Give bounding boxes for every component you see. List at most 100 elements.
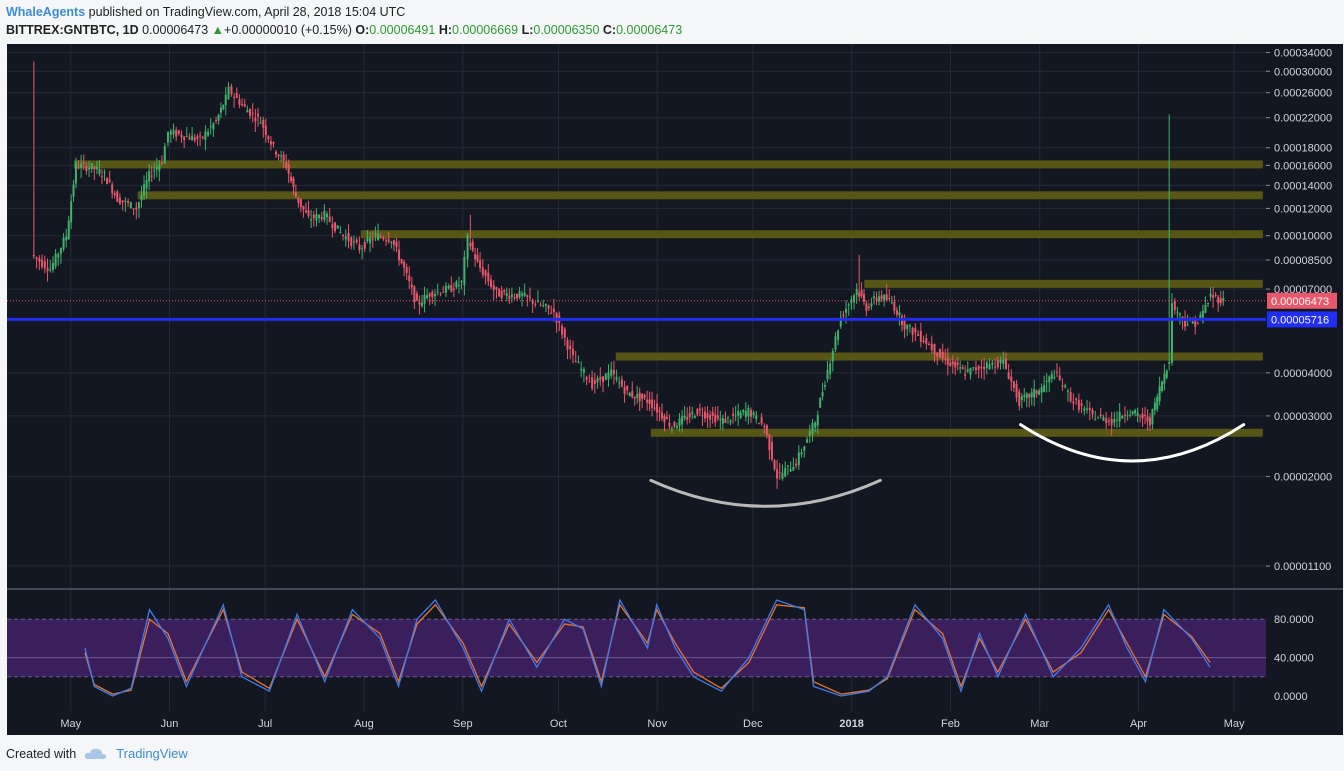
candle-body bbox=[460, 281, 463, 283]
candle-body bbox=[773, 460, 776, 470]
candle-body bbox=[1184, 317, 1187, 327]
candle-body bbox=[254, 117, 257, 122]
candle-body bbox=[145, 179, 148, 189]
candle-body bbox=[1088, 407, 1091, 411]
tradingview-link[interactable]: TradingView bbox=[116, 746, 188, 761]
candle-body bbox=[328, 216, 331, 222]
price-tick-label: 0.00002000 bbox=[1274, 472, 1332, 484]
candle-body bbox=[816, 415, 819, 426]
month-label: Oct bbox=[550, 718, 567, 730]
candle-body bbox=[1061, 385, 1064, 387]
price-tick-label: 0.00030000 bbox=[1274, 66, 1332, 78]
candle-body bbox=[392, 240, 395, 245]
candle-body bbox=[999, 360, 1002, 364]
candle-body bbox=[633, 396, 636, 399]
candle-body bbox=[729, 420, 732, 423]
candle-body bbox=[476, 254, 479, 262]
candle-body bbox=[65, 236, 68, 241]
candle-body bbox=[1107, 420, 1110, 422]
time-axis-background bbox=[7, 711, 1343, 735]
candle-body bbox=[93, 166, 96, 170]
candle-body bbox=[269, 141, 272, 145]
candle-body bbox=[1209, 293, 1212, 297]
candle-body bbox=[387, 239, 390, 242]
candle-body bbox=[778, 472, 781, 474]
candle-body bbox=[287, 164, 290, 174]
candle-body bbox=[423, 294, 426, 304]
candle-body bbox=[607, 372, 610, 380]
candle-body bbox=[1217, 296, 1220, 304]
candle-body bbox=[1204, 304, 1207, 313]
candle-body bbox=[185, 135, 188, 137]
candle-body bbox=[490, 279, 493, 288]
price-chart[interactable]: 0.00034000 0.00030000 0.00026000 0.00022000… bbox=[0, 40, 1344, 736]
candle-body bbox=[155, 166, 158, 170]
candle-body bbox=[521, 293, 524, 296]
candle-body bbox=[870, 303, 873, 307]
candle-body bbox=[760, 416, 763, 424]
candle-body bbox=[623, 386, 626, 394]
stoch-tick-label: 80.0000 bbox=[1274, 614, 1314, 626]
candle-body bbox=[814, 422, 817, 428]
candle-body bbox=[290, 176, 293, 181]
candle-body bbox=[121, 200, 124, 203]
candle-body bbox=[834, 336, 837, 350]
candle-body bbox=[1077, 399, 1080, 410]
candle-body bbox=[1069, 392, 1072, 402]
candle-body bbox=[593, 380, 596, 385]
candle-body bbox=[928, 343, 931, 346]
candle-body bbox=[135, 207, 138, 210]
candle-body bbox=[500, 291, 503, 299]
candle-body bbox=[415, 293, 418, 301]
candle-body bbox=[862, 293, 865, 302]
low-label: L: bbox=[521, 23, 534, 37]
candle-body bbox=[82, 162, 85, 164]
support-resistance-zone bbox=[137, 191, 1263, 200]
candle-body bbox=[536, 300, 539, 303]
candle-body bbox=[853, 295, 856, 303]
candle-body bbox=[1091, 409, 1094, 415]
candle-body bbox=[106, 178, 109, 184]
candle-body bbox=[72, 184, 75, 197]
candle-body bbox=[227, 86, 230, 100]
candle-body bbox=[299, 198, 302, 207]
candle-body bbox=[612, 370, 615, 375]
candle-body bbox=[235, 93, 238, 98]
candle-body bbox=[439, 293, 442, 295]
candle-body bbox=[991, 362, 994, 365]
candle-body bbox=[847, 304, 850, 306]
candle-body bbox=[385, 240, 388, 242]
candle-body bbox=[1168, 361, 1171, 364]
candle-body bbox=[463, 256, 466, 285]
candle-body bbox=[599, 376, 602, 381]
candle-body bbox=[304, 210, 307, 213]
candle-body bbox=[534, 303, 537, 305]
candle-body bbox=[585, 377, 588, 380]
month-label: Mar bbox=[1030, 718, 1049, 730]
candle-body bbox=[163, 146, 166, 164]
author-link[interactable]: WhaleAgents bbox=[6, 5, 86, 19]
candle-body bbox=[169, 131, 172, 135]
candle-body bbox=[883, 295, 886, 301]
candle-body bbox=[1178, 313, 1181, 315]
chart-header: WhaleAgents published on TradingView.com… bbox=[6, 3, 682, 39]
candle-body bbox=[719, 418, 722, 420]
candle-body bbox=[282, 154, 285, 161]
candle-body bbox=[946, 357, 949, 365]
last-price-badge-label: 0.00006473 bbox=[1271, 296, 1329, 308]
candle-body bbox=[469, 243, 472, 247]
candle-body bbox=[526, 295, 529, 297]
candle-body bbox=[251, 112, 254, 114]
candle-body bbox=[1156, 396, 1159, 410]
candle-body bbox=[842, 314, 845, 316]
candle-body bbox=[124, 200, 127, 202]
candle-body bbox=[949, 362, 952, 367]
candle-body bbox=[895, 310, 898, 315]
candle-body bbox=[539, 304, 542, 306]
candle-body bbox=[966, 369, 969, 372]
candle-body bbox=[377, 233, 380, 240]
candle-body bbox=[452, 288, 455, 291]
candle-body bbox=[795, 463, 798, 466]
candle-body bbox=[217, 114, 220, 121]
candle-body bbox=[108, 179, 111, 182]
